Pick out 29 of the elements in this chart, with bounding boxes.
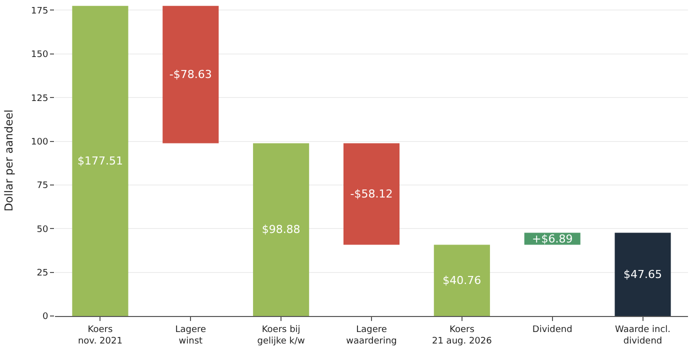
y-tick-label: 125: [31, 94, 48, 104]
y-tick-label: 175: [31, 6, 48, 16]
data-label: -$78.63: [169, 68, 212, 82]
y-tick-label: 50: [36, 224, 48, 235]
x-tick-label: Koers nov. 2021: [78, 324, 122, 346]
x-tick-label: Koers 21 aug. 2026: [432, 324, 492, 346]
bar: [162, 6, 219, 144]
bar: [72, 6, 128, 316]
bar: [253, 143, 310, 316]
y-tick-label: 100: [31, 137, 48, 148]
y-tick-label: 25: [36, 268, 48, 278]
bar: [343, 143, 400, 245]
x-tick-label: Dividend: [532, 324, 572, 335]
y-tick-label: 0: [42, 312, 48, 322]
x-tick-label: Koers bij gelijke k/w: [257, 324, 305, 346]
y-tick-label: 150: [31, 50, 48, 60]
data-label: +$6.89: [532, 232, 573, 246]
y-tick-label: 75: [36, 181, 48, 192]
data-label: -$58.12: [350, 188, 393, 201]
x-tick-label: Lagere winst: [175, 324, 207, 346]
bar: [434, 244, 490, 316]
data-label: $98.88: [262, 223, 300, 236]
x-tick-label: Waarde incl. dividend: [615, 324, 671, 346]
data-label: $47.65: [624, 268, 662, 281]
x-tick-label: Lagere waardering: [346, 324, 397, 346]
y-axis-title: Dollar per aandeel: [2, 110, 16, 212]
data-label: $40.76: [442, 274, 482, 287]
bar: [614, 232, 671, 316]
data-label: $177.51: [77, 154, 123, 168]
